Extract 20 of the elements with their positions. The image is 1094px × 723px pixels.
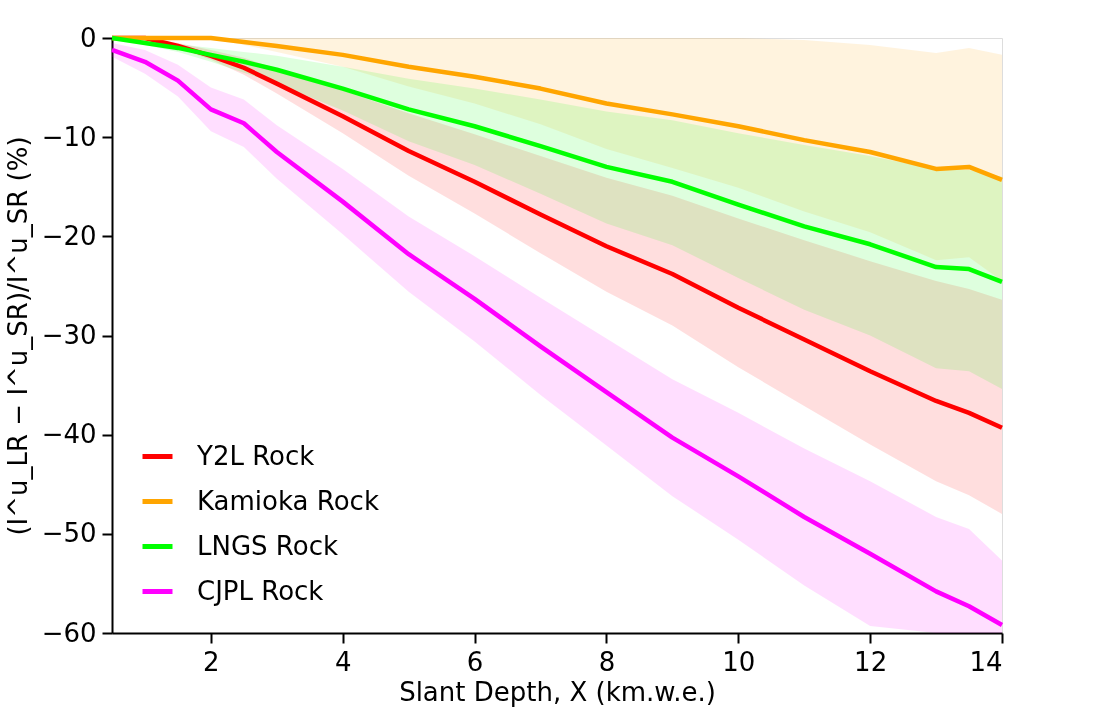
x-tick-label: 14 bbox=[969, 646, 1003, 677]
y-tick-label: −60 bbox=[41, 617, 97, 648]
x-tick-label: 12 bbox=[854, 646, 888, 677]
y-axis-title: (I^u_LR − I^u_SR)/I^u_SR (%) bbox=[2, 136, 33, 536]
x-axis-title: Slant Depth, X (km.w.e.) bbox=[399, 676, 716, 707]
y-tick-label: −10 bbox=[41, 121, 97, 152]
x-tick-label: 6 bbox=[466, 646, 484, 677]
legend-label: CJPL Rock bbox=[197, 575, 324, 606]
x-tick-label: 4 bbox=[334, 646, 352, 677]
legend-label: LNGS Rock bbox=[197, 530, 339, 561]
x-tick-label: 2 bbox=[203, 646, 220, 677]
x-tick-label: 10 bbox=[722, 646, 756, 677]
y-tick-label: −50 bbox=[41, 518, 97, 549]
x-tick-label: 8 bbox=[598, 646, 616, 677]
y-tick-label: −30 bbox=[41, 320, 97, 350]
legend-label: Y2L Rock bbox=[196, 440, 315, 471]
y-tick-label: 0 bbox=[79, 22, 97, 53]
y-tick-label: −20 bbox=[41, 220, 97, 251]
y-tick-label: −40 bbox=[41, 419, 97, 450]
legend-label: Kamioka Rock bbox=[197, 485, 379, 516]
